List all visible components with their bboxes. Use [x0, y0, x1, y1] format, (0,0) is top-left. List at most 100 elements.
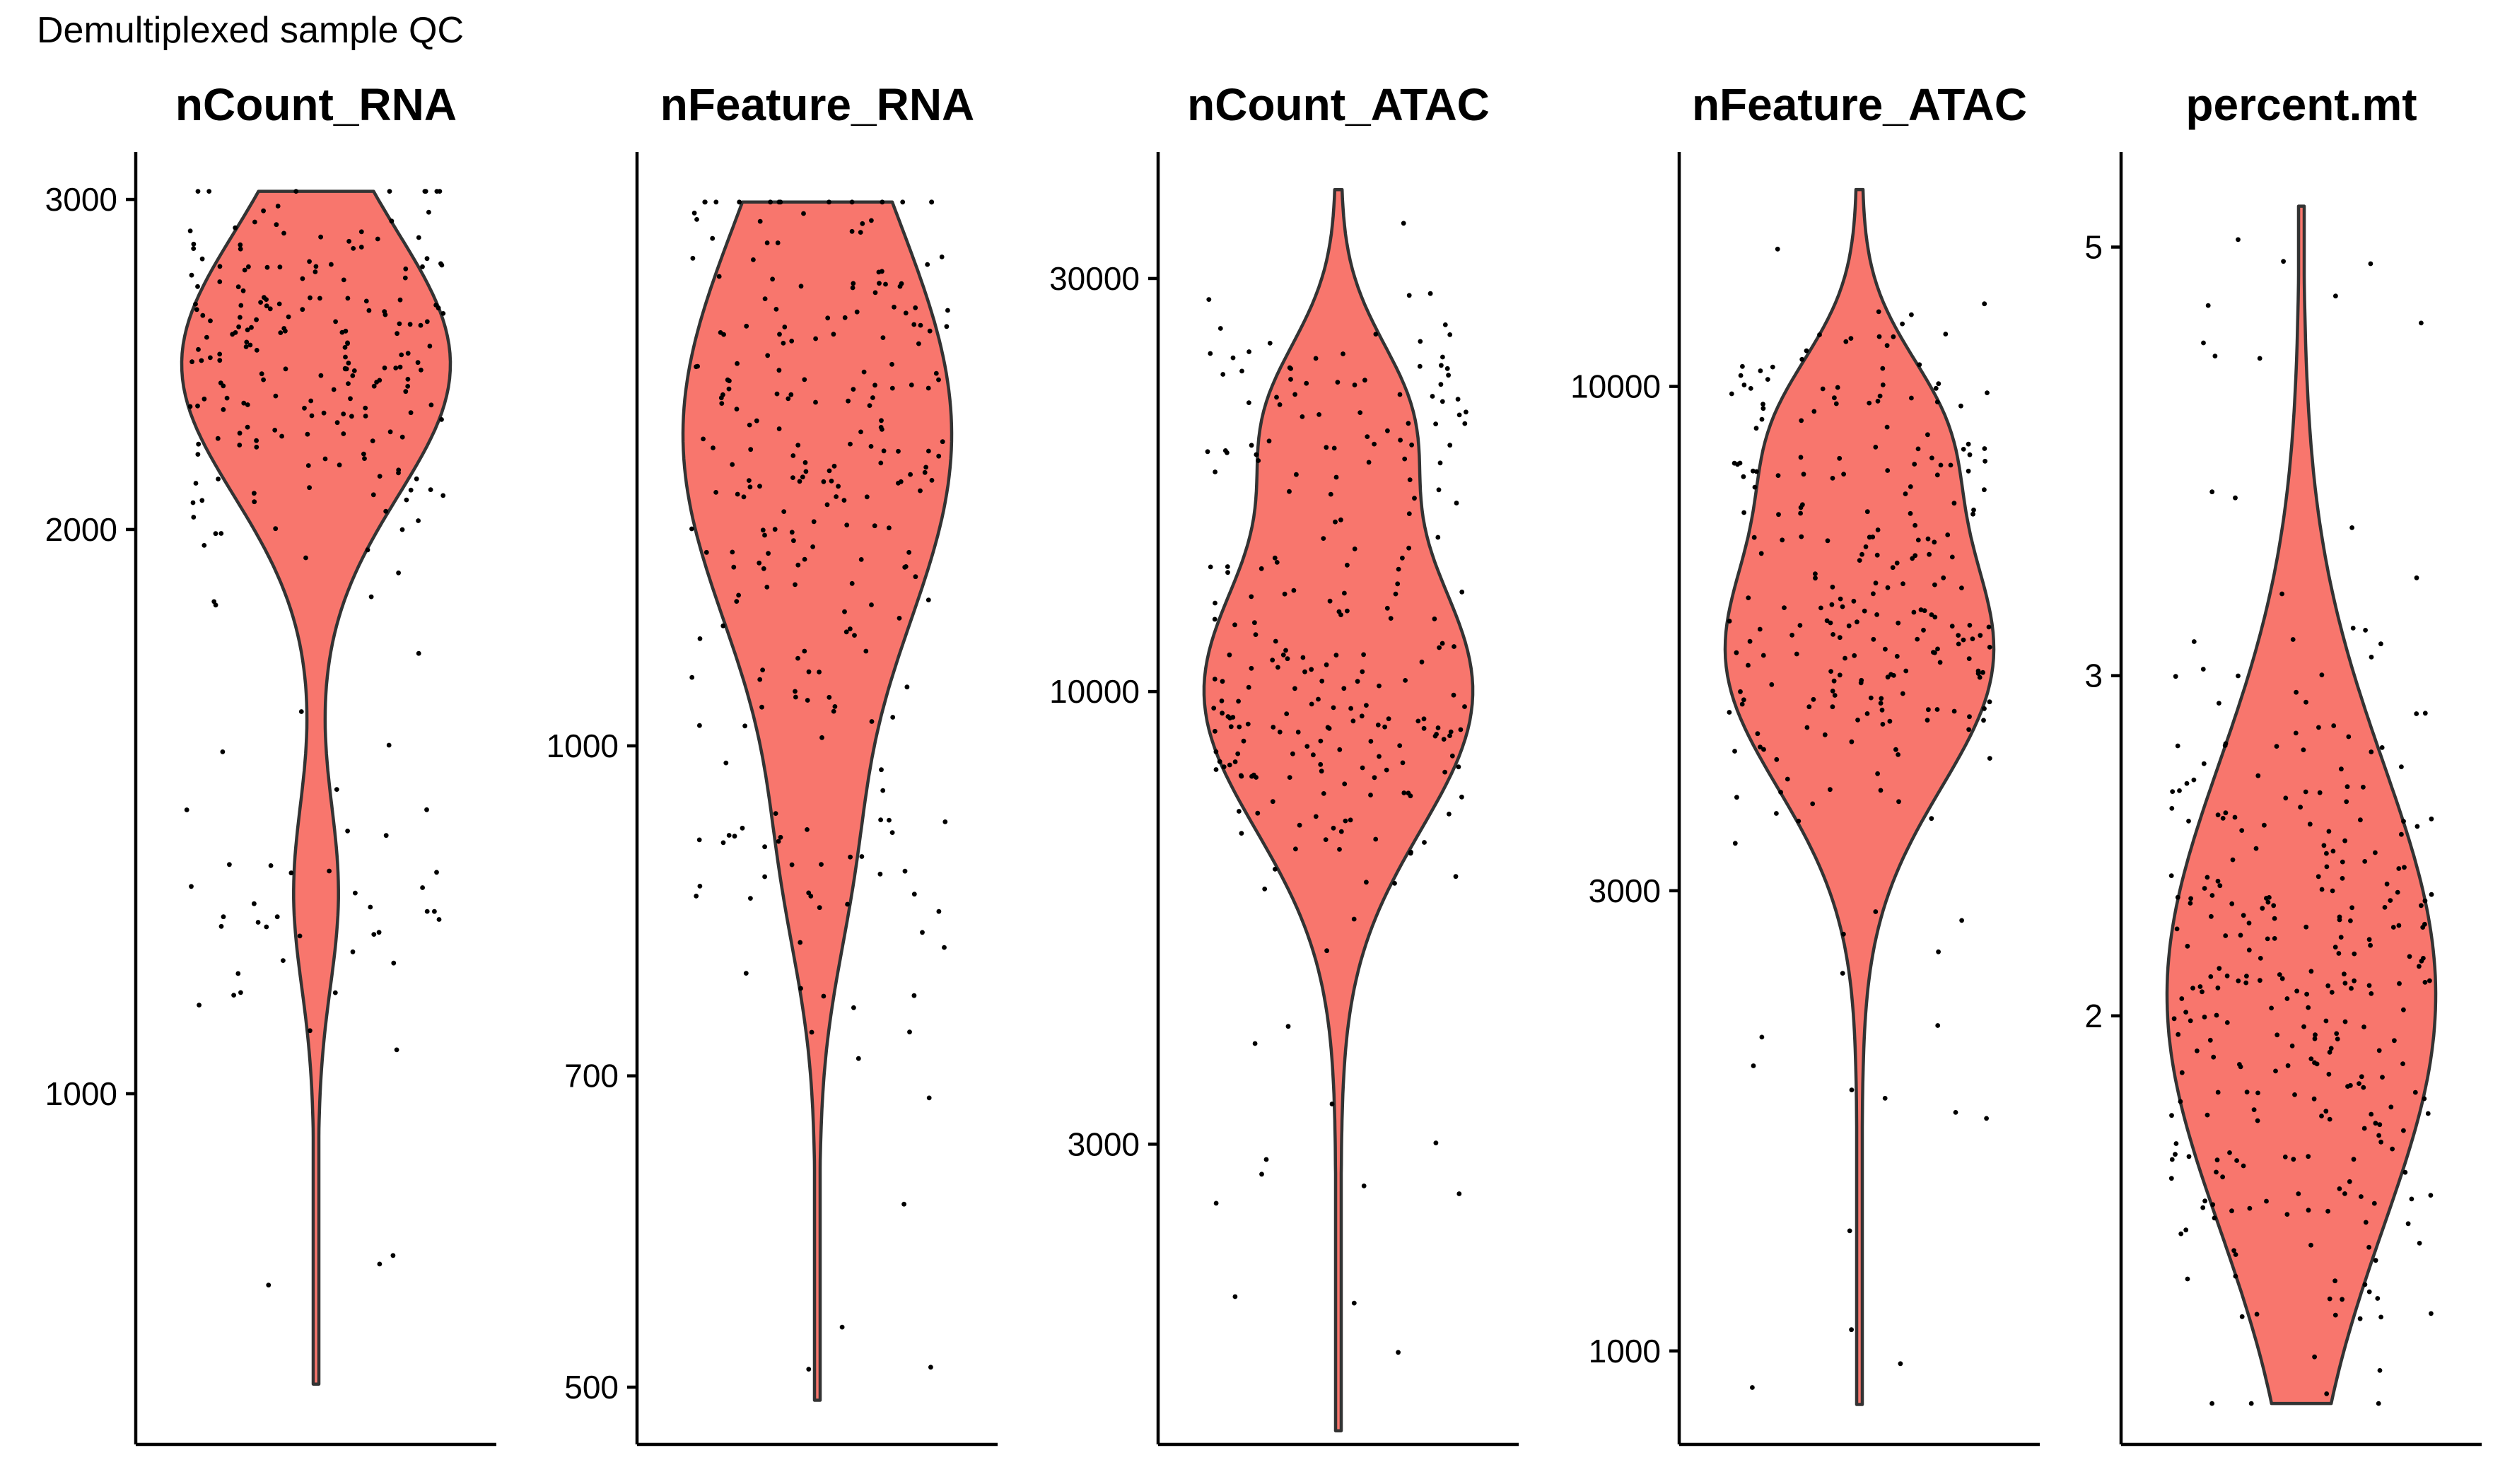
data-point: [1433, 1140, 1439, 1145]
data-point: [418, 322, 424, 328]
data-point: [2323, 1018, 2329, 1024]
data-point: [1246, 349, 1251, 354]
data-point: [1934, 472, 1940, 478]
data-point: [1840, 604, 1845, 609]
data-point: [1220, 711, 1225, 716]
data-point: [1898, 1361, 1903, 1367]
data-point: [1287, 775, 1292, 780]
data-point: [375, 236, 380, 242]
data-point: [199, 358, 204, 363]
data-point: [851, 1005, 856, 1010]
data-point: [1847, 1228, 1852, 1234]
data-point: [2392, 1038, 2397, 1044]
data-point: [272, 428, 278, 433]
data-point: [221, 914, 226, 920]
data-point: [2212, 354, 2218, 358]
data-point: [2190, 986, 2195, 991]
data-point: [2342, 838, 2348, 843]
data-point: [789, 862, 795, 867]
data-point: [1438, 382, 1444, 387]
data-point: [353, 890, 358, 896]
data-point: [1837, 455, 1843, 461]
data-point: [2291, 1157, 2296, 1162]
data-point: [711, 445, 716, 450]
data-point: [1966, 441, 1971, 447]
data-point: [235, 971, 241, 976]
data-point: [1239, 773, 1244, 779]
data-point: [2293, 730, 2299, 736]
data-point: [824, 502, 830, 508]
data-point: [1459, 589, 1465, 595]
data-point: [363, 405, 368, 411]
data-point: [1879, 696, 1884, 701]
data-point: [2342, 981, 2348, 986]
data-point: [1253, 632, 1259, 637]
data-point: [268, 863, 274, 868]
data-point: [1789, 632, 1795, 638]
data-point: [907, 1029, 912, 1035]
data-point: [2224, 1020, 2230, 1025]
data-point: [703, 549, 709, 555]
data-point: [1464, 409, 1468, 415]
data-point: [350, 373, 356, 378]
data-point: [2264, 896, 2269, 901]
data-point: [397, 297, 403, 303]
data-point: [929, 478, 935, 483]
data-point: [416, 650, 421, 656]
data-point: [836, 484, 841, 489]
data-point: [351, 246, 356, 251]
data-point: [2195, 1048, 2200, 1053]
data-point: [945, 308, 950, 313]
data-point: [405, 384, 411, 389]
data-point: [264, 264, 270, 270]
data-point: [843, 629, 849, 635]
data-point: [870, 395, 875, 400]
data-point: [275, 204, 281, 209]
data-point: [2366, 1289, 2372, 1295]
data-point: [1212, 677, 1218, 682]
data-point: [789, 530, 795, 535]
data-point: [827, 694, 832, 700]
data-point: [199, 498, 205, 503]
data-point: [1884, 424, 1890, 430]
figure-title: Demultiplexed sample QC: [37, 10, 464, 51]
data-point: [1855, 619, 1859, 625]
data-point: [922, 469, 928, 475]
data-point: [394, 1047, 399, 1053]
data-point: [1456, 764, 1461, 770]
data-point: [928, 1365, 933, 1370]
data-point: [2236, 978, 2241, 983]
data-point: [2402, 865, 2407, 870]
data-point: [382, 366, 387, 370]
data-point: [2336, 951, 2342, 956]
data-point: [864, 494, 870, 500]
data-point: [719, 401, 725, 406]
data-point: [1456, 412, 1462, 418]
data-point: [2214, 1169, 2219, 1175]
data-point: [718, 395, 724, 401]
data-point: [2285, 1063, 2291, 1068]
data-point: [1417, 363, 1423, 369]
data-point: [1220, 372, 1226, 377]
data-point: [1949, 624, 1955, 629]
data-point: [221, 383, 226, 389]
data-point: [1982, 446, 1987, 451]
data-point: [827, 468, 832, 474]
violin-panel-3: nCount_ATAC 3000 10000 30000: [1049, 79, 1519, 1447]
data-point: [2425, 1111, 2431, 1116]
data-point: [860, 221, 865, 226]
data-point: [1453, 874, 1459, 880]
data-point: [202, 396, 207, 402]
data-point: [341, 411, 346, 416]
data-point: [374, 380, 379, 385]
data-point: [944, 324, 950, 329]
data-point: [1873, 445, 1879, 450]
data-point: [297, 933, 303, 939]
data-point: [1294, 472, 1299, 477]
data-point: [2349, 905, 2355, 911]
data-point: [331, 387, 337, 392]
data-point: [1326, 725, 1332, 731]
data-point: [1331, 705, 1336, 711]
data-point: [1329, 1102, 1335, 1106]
data-point: [869, 719, 875, 724]
